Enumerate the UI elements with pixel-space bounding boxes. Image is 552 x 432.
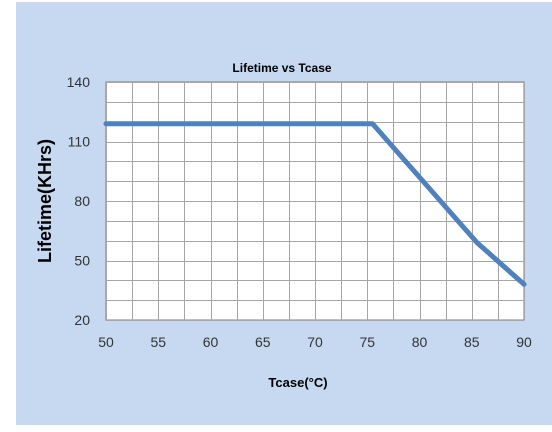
y-tick-label: 140 — [67, 74, 91, 90]
x-tick-label: 55 — [150, 334, 166, 350]
x-tick-label: 70 — [307, 334, 323, 350]
series-layer — [103, 121, 527, 287]
x-tick-label: 75 — [359, 334, 375, 350]
x-axis-ticks: 50 55 60 65 70 75 80 85 90 — [98, 334, 532, 350]
x-tick-label: 80 — [412, 334, 428, 350]
y-tick-label: 110 — [68, 134, 91, 150]
y-tick-label: 20 — [74, 312, 90, 328]
x-tick-label: 90 — [516, 334, 532, 350]
y-axis-ticks: 20 50 80 110 140 — [67, 74, 91, 328]
chart-title: Lifetime vs Tcase — [232, 61, 331, 75]
x-tick-label: 60 — [203, 334, 219, 350]
x-tick-label: 65 — [255, 334, 271, 350]
x-axis-label: Tcase(°C) — [268, 375, 327, 390]
y-tick-label: 50 — [74, 253, 90, 269]
x-tick-label: 85 — [464, 334, 480, 350]
y-axis-label: Lifetime(KHrs) — [35, 139, 55, 263]
x-tick-label: 50 — [98, 334, 114, 350]
series-line — [103, 121, 527, 287]
y-tick-label: 80 — [74, 193, 90, 209]
